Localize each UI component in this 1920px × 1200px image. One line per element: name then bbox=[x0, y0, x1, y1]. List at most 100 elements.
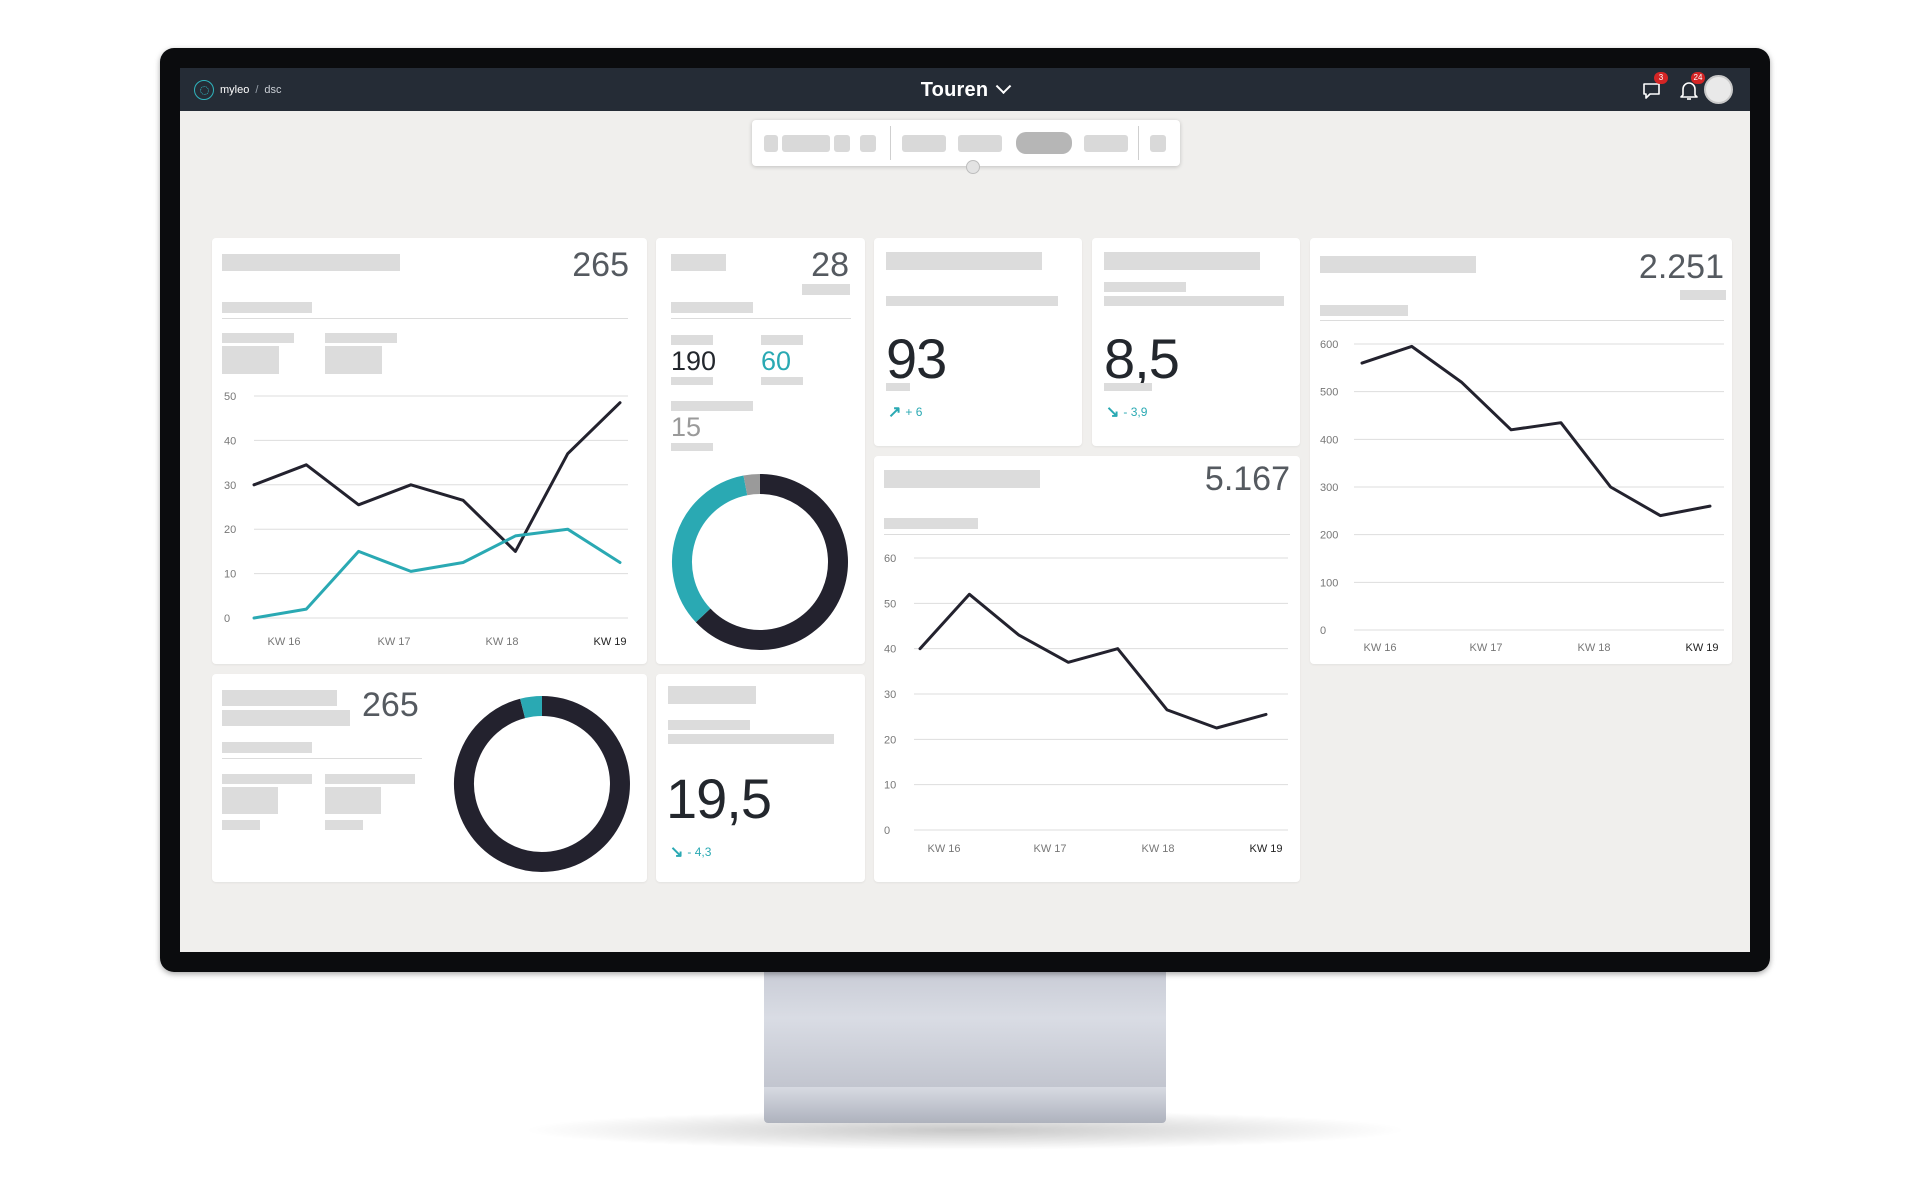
widget-subtitle bbox=[886, 296, 1058, 306]
widget-card[interactable]: 19,5 ↘ - 4,3 bbox=[656, 674, 865, 882]
x-tick-label: KW 17 bbox=[377, 636, 410, 648]
widget-card[interactable]: 265 0 10 20 30 40 50 KW 16 KW 17 KW 18 KW 19 bbox=[212, 238, 647, 664]
toolbar-button[interactable] bbox=[1150, 135, 1166, 152]
widget-title bbox=[668, 686, 756, 704]
x-tick-label: KW 17 bbox=[1469, 642, 1502, 654]
series-line-0 bbox=[1360, 344, 1712, 518]
widget-value-unit bbox=[1104, 383, 1152, 391]
series-line-0 bbox=[252, 401, 622, 553]
widget-subtitle bbox=[671, 302, 753, 313]
x-tick-label: KW 18 bbox=[1141, 843, 1174, 855]
monitor-stand bbox=[764, 972, 1166, 1087]
y-tick-label: 50 bbox=[224, 391, 236, 403]
widget-subtitle bbox=[222, 302, 312, 313]
title-dropdown[interactable]: Touren bbox=[180, 78, 1750, 102]
avatar[interactable] bbox=[1704, 75, 1733, 104]
legend-label bbox=[761, 335, 803, 345]
widget-card[interactable]: 2.251 0 100 200 300 400 500 600 KW 16 KW 17 KW 18… bbox=[1310, 238, 1732, 664]
top-bar: myleo / dsc Touren 3 24 bbox=[180, 68, 1750, 111]
donut-chart bbox=[453, 696, 630, 872]
y-tick-label: 50 bbox=[884, 598, 896, 610]
widget-subtitle bbox=[668, 734, 834, 744]
toolbar-tab-active[interactable] bbox=[1016, 132, 1072, 154]
widget-card[interactable]: 5.167 0 10 20 30 40 50 60 KW 16 KW 17 KW 18 KW 19 bbox=[874, 456, 1300, 882]
trend-indicator: ↗ + 6 bbox=[888, 402, 922, 422]
widget-card[interactable]: 265 bbox=[212, 674, 647, 882]
x-tick-label: KW 18 bbox=[485, 636, 518, 648]
series-line-1 bbox=[252, 527, 622, 620]
widget-card[interactable]: 8,5 ↘ - 3,9 bbox=[1092, 238, 1300, 446]
toolbar-drag-handle[interactable] bbox=[966, 160, 980, 174]
divider bbox=[671, 318, 851, 319]
widget-title bbox=[222, 690, 337, 706]
series-line-0 bbox=[918, 592, 1268, 730]
x-tick-label: KW 19 bbox=[593, 636, 626, 648]
trend-indicator: ↘ - 3,9 bbox=[1106, 402, 1147, 422]
legend-label bbox=[222, 774, 312, 784]
toolbar-button[interactable] bbox=[834, 135, 850, 152]
legend-label bbox=[325, 774, 415, 784]
legend-label bbox=[671, 443, 713, 451]
y-tick-label: 400 bbox=[1320, 434, 1338, 446]
widget-value: 93 bbox=[886, 327, 947, 390]
screen: myleo / dsc Touren 3 24 bbox=[180, 68, 1750, 952]
toolbar-tab[interactable] bbox=[958, 135, 1002, 152]
widget-subtitle bbox=[1104, 282, 1186, 292]
line-chart: 0 10 20 30 40 50 KW 16 KW 17 KW 18 KW 19 bbox=[224, 391, 628, 648]
donut-chart bbox=[672, 474, 848, 650]
legend-label bbox=[222, 333, 294, 343]
y-tick-label: 500 bbox=[1320, 387, 1338, 399]
messages-button[interactable]: 3 bbox=[1640, 72, 1668, 102]
monitor-stand-base bbox=[764, 1087, 1166, 1123]
donut-slice-0 bbox=[453, 696, 630, 872]
toolbar-button[interactable] bbox=[860, 135, 876, 152]
myleo-logo-icon bbox=[194, 80, 214, 100]
divider bbox=[1320, 320, 1724, 321]
donut-slice-2 bbox=[743, 474, 761, 496]
x-tick-label: KW 16 bbox=[1363, 642, 1396, 654]
divider bbox=[884, 534, 1290, 535]
y-tick-label: 100 bbox=[1320, 577, 1338, 589]
y-tick-label: 40 bbox=[224, 435, 236, 447]
widget-kpi-sub bbox=[802, 284, 850, 295]
legend-value bbox=[325, 346, 382, 374]
y-tick-label: 10 bbox=[884, 780, 896, 792]
y-tick-label: 40 bbox=[884, 644, 896, 656]
widget-subtitle bbox=[884, 518, 978, 529]
notifications-button[interactable]: 24 bbox=[1677, 72, 1705, 102]
legend-value bbox=[222, 346, 279, 374]
legend-label bbox=[222, 820, 260, 830]
value-b: 60 bbox=[761, 346, 792, 376]
widget-subtitle bbox=[1104, 296, 1284, 306]
trend-value: - 3,9 bbox=[1123, 405, 1148, 419]
legend-label bbox=[671, 335, 713, 345]
legend-label bbox=[325, 820, 363, 830]
y-tick-label: 30 bbox=[224, 480, 236, 492]
trend-value: - 4,3 bbox=[687, 845, 712, 859]
widget-title bbox=[886, 252, 1042, 270]
donut-slice-0 bbox=[695, 474, 848, 650]
y-tick-label: 300 bbox=[1320, 482, 1338, 494]
widget-value-unit bbox=[886, 383, 910, 391]
y-tick-label: 60 bbox=[884, 553, 896, 565]
y-tick-label: 600 bbox=[1320, 339, 1338, 351]
value-c: 15 bbox=[671, 412, 702, 442]
toolbar-button[interactable] bbox=[782, 135, 830, 152]
messages-badge: 3 bbox=[1654, 72, 1668, 84]
legend-value bbox=[222, 787, 278, 814]
widget-card[interactable]: 93 ↗ + 6 bbox=[874, 238, 1082, 446]
widget-card[interactable]: 28 190 60 15 bbox=[656, 238, 865, 664]
toolbar-tab[interactable] bbox=[902, 135, 946, 152]
x-tick-label: KW 17 bbox=[1033, 843, 1066, 855]
trend-indicator: ↘ - 4,3 bbox=[670, 842, 711, 862]
widget-kpi: 28 bbox=[811, 246, 849, 284]
app-logo[interactable]: myleo / dsc bbox=[194, 80, 282, 100]
toolbar-button[interactable] bbox=[764, 135, 778, 152]
x-tick-label: KW 19 bbox=[1249, 843, 1282, 855]
widget-title bbox=[884, 470, 1040, 488]
widget-kpi: 5.167 bbox=[1204, 460, 1290, 498]
legend-label bbox=[671, 401, 753, 411]
widget-title bbox=[222, 254, 400, 271]
y-tick-label: 30 bbox=[884, 689, 896, 701]
toolbar-tab[interactable] bbox=[1084, 135, 1128, 152]
